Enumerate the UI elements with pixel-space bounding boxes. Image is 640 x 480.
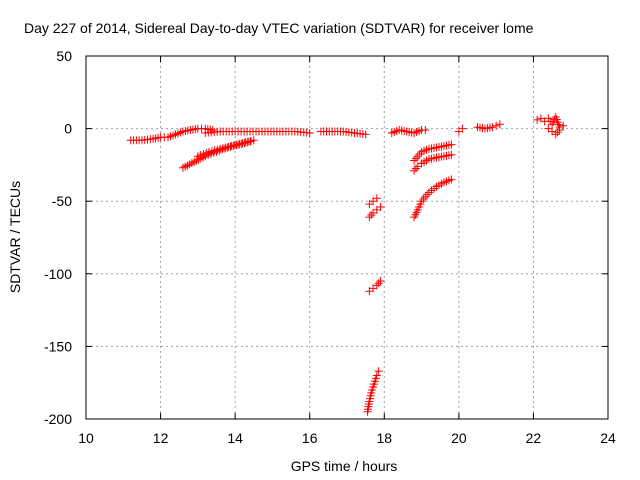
x-tick-label: 20: [451, 430, 467, 446]
data-point: [411, 154, 420, 163]
series-arc-8: [365, 277, 385, 296]
series-arc-5: [316, 127, 370, 139]
data-point: [410, 166, 419, 175]
data-point: [421, 192, 430, 201]
y-axis-label: SDTVAR / TECUs: [7, 181, 23, 293]
data-point: [365, 213, 374, 222]
data-point: [367, 210, 376, 219]
series-arc-2: [201, 127, 314, 137]
data-point: [374, 367, 383, 376]
data-point: [495, 120, 504, 129]
data-point: [555, 126, 564, 135]
y-tick-label: 50: [56, 48, 72, 64]
data-point: [411, 164, 420, 173]
series-arc-6: [365, 194, 381, 209]
data-point: [447, 140, 456, 149]
x-axis-label: GPS time / hours: [291, 458, 398, 474]
data-point: [376, 277, 385, 286]
data-marks: [126, 112, 568, 416]
series-arc-16: [533, 112, 568, 132]
data-point: [249, 136, 258, 145]
data-point: [372, 194, 381, 203]
data-point: [553, 128, 562, 137]
x-tick-label: 18: [376, 430, 392, 446]
data-point: [410, 156, 419, 165]
plot-frame: [85, 55, 609, 420]
series-arc-12: [410, 150, 456, 175]
data-point: [413, 152, 422, 161]
y-tick-label: -100: [44, 266, 72, 282]
series-arc-4: [193, 136, 258, 161]
grid-lines: [86, 56, 608, 419]
y-tick-label: -200: [44, 411, 72, 427]
x-tick-label: 16: [302, 430, 318, 446]
y-tick-label: 0: [64, 121, 72, 137]
data-point: [447, 175, 456, 184]
data-point: [372, 371, 381, 380]
y-tick-label: -50: [52, 193, 72, 209]
series-arc-15: [473, 120, 504, 133]
series-arc-13: [410, 175, 456, 222]
data-point: [361, 130, 370, 139]
series-arc-7: [365, 203, 385, 222]
series-arc-10: [387, 126, 430, 137]
data-point: [374, 279, 383, 288]
x-tick-label: 24: [600, 430, 616, 446]
x-tick-label: 10: [78, 430, 94, 446]
series-arc-11: [410, 140, 456, 165]
chart-title: Day 227 of 2014, Sidereal Day-to-day VTE…: [24, 20, 534, 36]
axis-ticks: [85, 55, 609, 420]
data-point: [447, 150, 456, 159]
series-arc-14: [454, 124, 467, 136]
x-tick-label: 14: [227, 430, 243, 446]
series-arc-1: [126, 124, 217, 145]
data-point: [488, 123, 497, 132]
data-point: [423, 190, 432, 199]
x-tick-label: 12: [153, 430, 169, 446]
x-tick-label: 22: [526, 430, 542, 446]
series-arc-9: [363, 367, 383, 416]
data-point: [376, 203, 385, 212]
data-point: [458, 124, 467, 133]
x-tick-labels: 10 12 14 16 18 20 22 24: [78, 430, 616, 446]
data-point: [492, 121, 501, 130]
data-point: [559, 121, 568, 130]
data-point: [533, 115, 542, 124]
data-point: [305, 128, 314, 137]
data-point: [421, 126, 430, 135]
y-tick-label: -150: [44, 338, 72, 354]
y-tick-labels: 50 0 -50 -100 -150 -200: [44, 48, 72, 427]
series-arc-17: [544, 124, 564, 139]
